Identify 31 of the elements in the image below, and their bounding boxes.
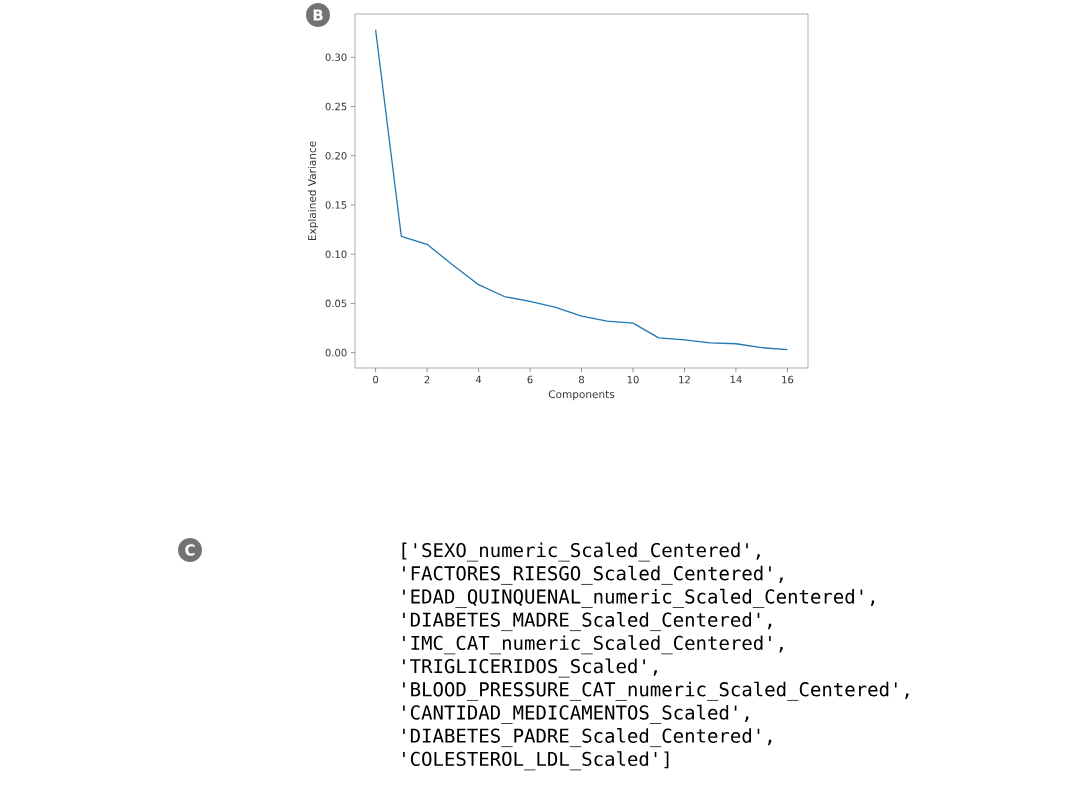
text: 'DIABETES_PADRE_Scaled_Centered', <box>403 728 772 748</box>
x-tick-label: 2 <box>424 375 430 384</box>
y-tick-label: 0.10 <box>325 250 347 258</box>
y-tick-label: 0.25 <box>325 102 347 111</box>
x-tick-label: 4 <box>475 375 482 384</box>
text: 'TRIGLICERIDOS_Scaled', <box>403 658 657 678</box>
x-tick-label: 8 <box>579 375 584 384</box>
text: 'EDAD_QUINQUENAL_numeric_Scaled_Centered', <box>403 588 875 608</box>
y-tick-label: 0.05 <box>325 299 347 308</box>
x-tick-label: 10 <box>627 375 639 384</box>
text: C <box>185 544 195 556</box>
x-tick-label: 16 <box>782 375 794 384</box>
x-axis-title: Components <box>548 390 615 401</box>
y-tick-label: 0.30 <box>325 53 347 62</box>
line-series <box>374 29 789 351</box>
text: 'IMC_CAT_numeric_Scaled_Centered', <box>403 635 783 655</box>
text: 'BLOOD_PRESSURE_CAT_numeric_Scaled_Centered', <box>403 681 909 701</box>
text: 'CANTIDAD_MEDICAMENTOS_Scaled', <box>403 704 749 724</box>
x-tick-label: 12 <box>679 375 690 384</box>
y-tick-label: 0.15 <box>325 201 347 209</box>
chart-title: B <box>313 9 323 21</box>
y-axis-title: Explained Variance <box>307 141 319 241</box>
x-tick-label: 14 <box>730 375 742 384</box>
y-tick-label: 0.20 <box>325 151 347 160</box>
text: ['SEXO_numeric_Scaled_Centered', <box>402 542 760 562</box>
y-tick-label: 0.00 <box>325 348 347 357</box>
x-tick-label: 6 <box>527 375 533 384</box>
x-tick-label: 0 <box>373 375 379 384</box>
text: 'DIABETES_MADRE_Scaled_Centered', <box>403 612 772 632</box>
text: 'COLESTEROL_LDL_Scaled'] <box>403 751 669 771</box>
text: 'FACTORES_RIESGO_Scaled_Centered', <box>403 565 783 585</box>
